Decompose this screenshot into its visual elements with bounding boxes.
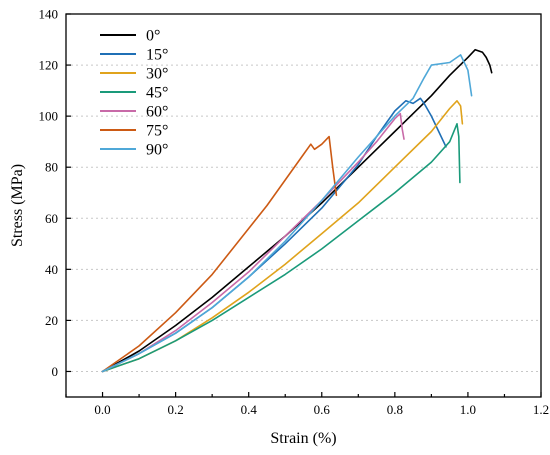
series-line-0: [101, 48, 493, 373]
x-axis-label: Strain (%): [270, 430, 336, 447]
plot-frame: [65, 13, 542, 398]
series-line-3: [101, 123, 461, 373]
x-tick-label-2: 0.4: [241, 402, 258, 417]
y-tick-label-7: 140: [39, 7, 59, 22]
x-tick-label-3: 0.6: [314, 402, 331, 417]
legend-label-4: 60°: [146, 104, 168, 121]
legend-label-5: 75°: [146, 123, 168, 140]
y-axis-label: Stress (MPa): [9, 164, 26, 247]
x-tick-label-0: 0.0: [94, 402, 110, 417]
x-tick-label-5: 1.0: [460, 402, 476, 417]
legend-label-3: 45°: [146, 85, 168, 102]
y-tick-labels: 0 20 40 60 80 100 120 140: [39, 7, 59, 379]
legend: 0° 15° 30° 45° 60° 75° 90°: [100, 28, 168, 159]
y-tick-label-0: 0: [52, 364, 59, 379]
y-tick-label-3: 60: [45, 211, 58, 226]
legend-label-0: 0°: [146, 28, 160, 45]
y-tick-label-2: 40: [45, 262, 58, 277]
x-tick-label-4: 0.8: [387, 402, 403, 417]
x-tick-label-6: 1.2: [533, 402, 549, 417]
legend-label-1: 15°: [146, 47, 168, 64]
x-tick-labels: 0.0 0.2 0.4 0.6 0.8 1.0 1.2: [94, 402, 549, 417]
axis-ticks: [65, 13, 542, 397]
x-tick-label-1: 0.2: [167, 402, 183, 417]
legend-label-6: 90°: [146, 142, 168, 159]
series-line-5: [101, 135, 338, 373]
series-layer: [101, 48, 493, 373]
y-tick-label-5: 100: [39, 109, 59, 124]
series-line-6: [101, 54, 473, 373]
y-tick-label-1: 20: [45, 313, 58, 328]
y-tick-label-6: 120: [39, 58, 59, 73]
legend-label-2: 30°: [146, 66, 168, 83]
y-tick-label-4: 80: [45, 160, 58, 175]
